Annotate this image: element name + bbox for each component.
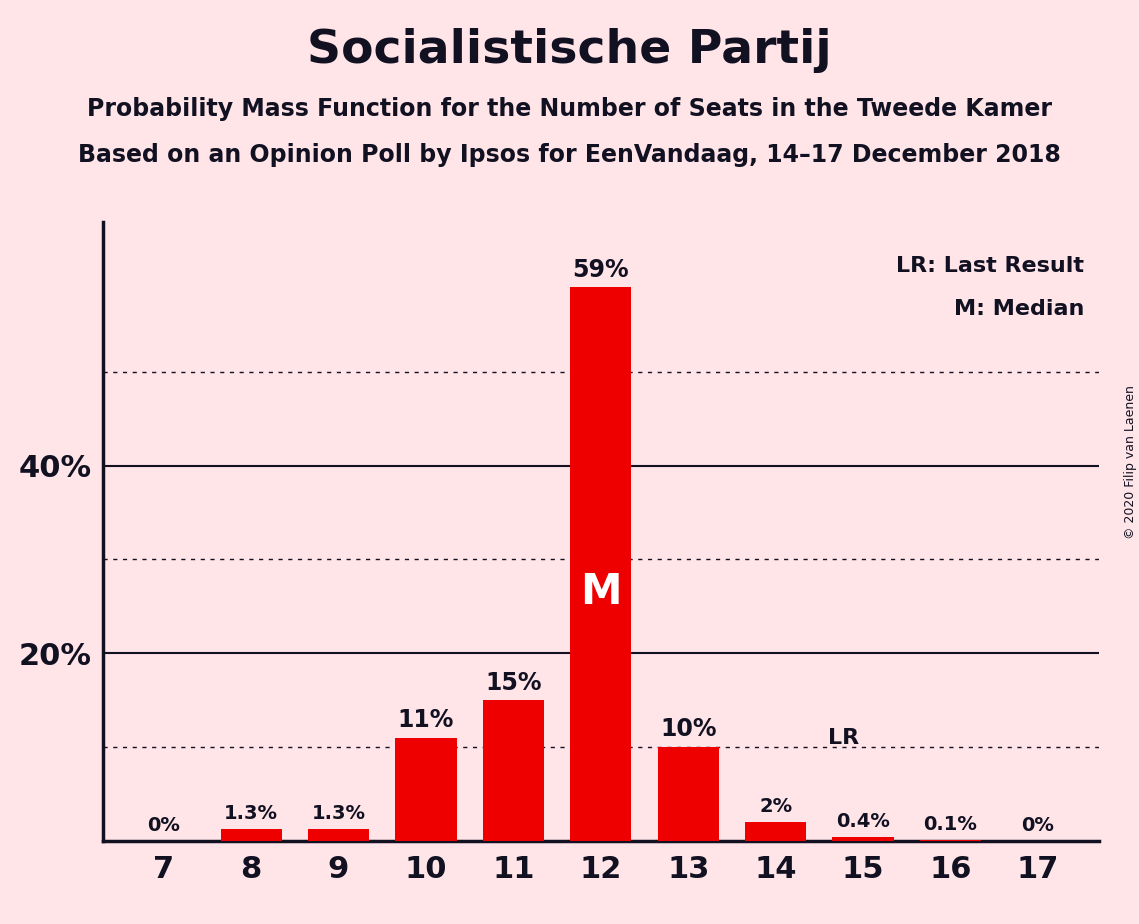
Bar xyxy=(483,700,544,841)
Bar xyxy=(833,837,894,841)
Bar xyxy=(221,829,281,841)
Bar xyxy=(657,747,719,841)
Text: 1.3%: 1.3% xyxy=(312,804,366,823)
Bar xyxy=(571,287,631,841)
Text: 0.4%: 0.4% xyxy=(836,812,890,832)
Text: 59%: 59% xyxy=(573,258,629,282)
Bar xyxy=(395,737,457,841)
Text: 11%: 11% xyxy=(398,708,454,732)
Text: 0%: 0% xyxy=(147,816,180,835)
Text: LR: LR xyxy=(828,728,859,748)
Text: Socialistische Partij: Socialistische Partij xyxy=(308,28,831,73)
Text: 0%: 0% xyxy=(1022,816,1055,835)
Bar xyxy=(920,840,981,841)
Text: 10%: 10% xyxy=(659,717,716,741)
Text: 2%: 2% xyxy=(759,797,793,817)
Text: M: Median: M: Median xyxy=(953,299,1084,319)
Text: 0.1%: 0.1% xyxy=(924,815,977,834)
Text: © 2020 Filip van Laenen: © 2020 Filip van Laenen xyxy=(1124,385,1137,539)
Text: 1.3%: 1.3% xyxy=(224,804,278,823)
Text: Based on an Opinion Poll by Ipsos for EenVandaag, 14–17 December 2018: Based on an Opinion Poll by Ipsos for Ee… xyxy=(79,143,1060,167)
Text: M: M xyxy=(580,571,622,613)
Bar xyxy=(308,829,369,841)
Text: 15%: 15% xyxy=(485,671,542,695)
Text: LR: Last Result: LR: Last Result xyxy=(896,256,1084,275)
Text: Probability Mass Function for the Number of Seats in the Tweede Kamer: Probability Mass Function for the Number… xyxy=(87,97,1052,121)
Bar xyxy=(745,822,806,841)
